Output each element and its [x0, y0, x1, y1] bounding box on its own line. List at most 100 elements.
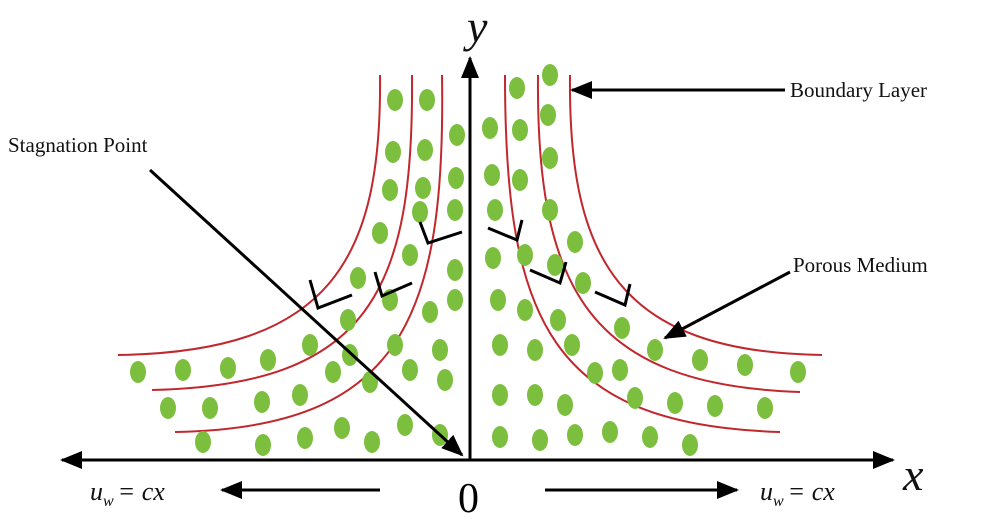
streamline [151, 74, 414, 391]
particle [627, 387, 643, 409]
particle [614, 317, 630, 339]
particle [437, 369, 453, 391]
particle [447, 289, 463, 311]
particle [487, 199, 503, 221]
particle [385, 141, 401, 163]
particle [509, 77, 525, 99]
streamline [536, 74, 801, 393]
particle [692, 349, 708, 371]
particle [260, 349, 276, 371]
particle [682, 434, 698, 456]
particle [790, 361, 806, 383]
label: Stagnation Point [8, 133, 148, 157]
particle [567, 231, 583, 253]
particle [417, 139, 433, 161]
particle [602, 421, 618, 443]
particle [419, 89, 435, 111]
particle [302, 334, 318, 356]
chevron [529, 261, 568, 286]
flow-chevrons [308, 219, 632, 310]
particle [449, 124, 465, 146]
streamline [504, 74, 781, 433]
expression: = cx [118, 477, 166, 506]
particle [195, 431, 211, 453]
particle [492, 384, 508, 406]
particle [447, 199, 463, 221]
particle [540, 104, 556, 126]
particle [254, 391, 270, 413]
particle [482, 117, 498, 139]
wall-velocity: uw = cx [760, 477, 835, 510]
particle [255, 434, 271, 456]
chevron [373, 271, 413, 299]
particle [297, 427, 313, 449]
particle [587, 362, 603, 384]
particle [175, 359, 191, 381]
axis-label: y [463, 1, 488, 52]
particle [432, 339, 448, 361]
particle [387, 89, 403, 111]
particle [364, 431, 380, 453]
particle [550, 309, 566, 331]
symbol: u [90, 477, 103, 506]
particle [422, 301, 438, 323]
particle [567, 424, 583, 446]
particle [447, 259, 463, 281]
particle [372, 222, 388, 244]
expression: = cx [788, 477, 836, 506]
particle [397, 414, 413, 436]
chevron [418, 221, 463, 245]
particle [412, 201, 428, 223]
particle [542, 147, 558, 169]
particle [647, 339, 663, 361]
particle [575, 272, 591, 294]
particle [484, 164, 500, 186]
chevron [308, 279, 353, 310]
leader-arrow [663, 270, 791, 340]
particle [517, 244, 533, 266]
particle [448, 167, 464, 189]
porous-particles [130, 64, 806, 456]
chevron [594, 283, 632, 308]
origin-label: 0 [458, 476, 479, 522]
particle [490, 289, 506, 311]
particle [387, 334, 403, 356]
particle [334, 417, 350, 439]
particle [707, 395, 723, 417]
label: Boundary Layer [790, 78, 927, 102]
particle [517, 299, 533, 321]
particle [564, 334, 580, 356]
particle [527, 384, 543, 406]
streamline [568, 74, 823, 356]
subscript: w [103, 493, 114, 510]
particle [542, 199, 558, 221]
particle [612, 359, 628, 381]
chevron [487, 219, 524, 243]
particle [512, 169, 528, 191]
particle [492, 426, 508, 448]
particle [350, 267, 366, 289]
particle [547, 254, 563, 276]
particle [642, 426, 658, 448]
particle [485, 247, 501, 269]
particle [667, 392, 683, 414]
particle [325, 361, 341, 383]
particle [492, 334, 508, 356]
axis-label: x [902, 449, 924, 500]
particle [340, 309, 356, 331]
particle [542, 64, 558, 86]
particle [202, 397, 218, 419]
particle [130, 361, 146, 383]
particle [737, 354, 753, 376]
subscript: w [773, 493, 784, 510]
particle [292, 384, 308, 406]
particle [415, 177, 431, 199]
particle [382, 179, 398, 201]
particle [757, 397, 773, 419]
particle [557, 394, 573, 416]
particle [532, 429, 548, 451]
leader-arrow [148, 168, 464, 457]
particle [512, 119, 528, 141]
particle [220, 357, 236, 379]
